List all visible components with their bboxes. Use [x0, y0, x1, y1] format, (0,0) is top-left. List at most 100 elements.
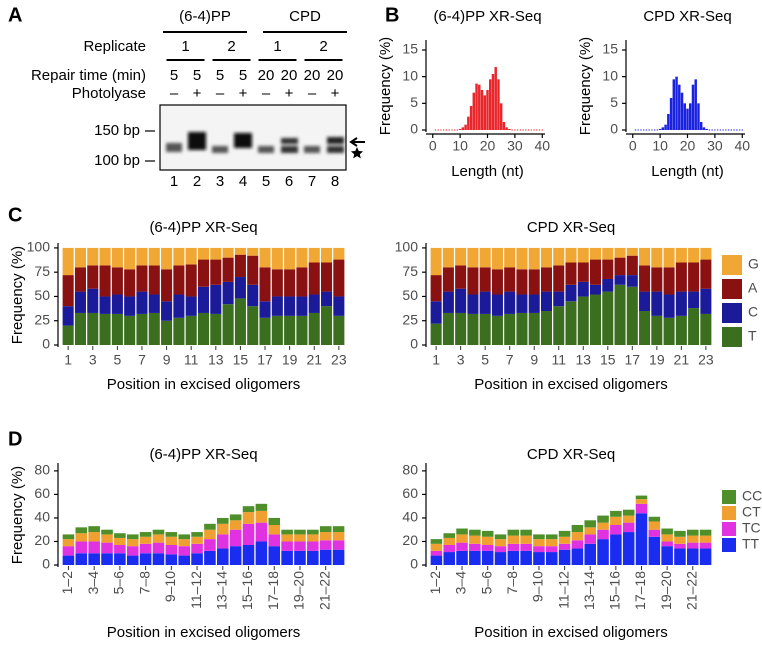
x-tick-label: 13–14: [581, 571, 597, 610]
x-tick-label: 1–2: [427, 571, 443, 595]
bar: [691, 84, 695, 130]
bar-segment: [234, 298, 246, 345]
bar-segment: [553, 247, 565, 266]
bar-segment: [99, 313, 111, 345]
bar-segment: [319, 549, 332, 565]
bar-segment: [197, 286, 210, 313]
x-tick-label: 11: [551, 352, 566, 368]
bar-segment: [699, 542, 712, 549]
bar-segment: [675, 247, 687, 263]
bar-segment: [114, 537, 126, 545]
bar-segment: [136, 247, 148, 266]
bar-segment: [191, 532, 203, 537]
x-axis-title: Position in excised oligomers: [107, 624, 300, 641]
bar: [483, 95, 486, 130]
y-tick-label: 5: [410, 94, 418, 110]
bar-segment: [469, 529, 481, 536]
bar-segment: [111, 294, 123, 314]
x-axis-title: Position in excised oligomers: [107, 376, 300, 393]
x-tick-label: 5: [481, 352, 489, 368]
bar-segment: [307, 534, 319, 542]
bar-segment: [284, 296, 296, 316]
bar-segment: [62, 534, 75, 540]
bar-segment: [688, 308, 700, 345]
y-tick-label: 20: [34, 532, 50, 548]
bar-segment: [217, 534, 229, 549]
bar-segment: [99, 296, 111, 314]
x-tick-label: 17: [625, 352, 641, 368]
replicate: 2: [227, 38, 235, 55]
bar-segment: [675, 262, 687, 292]
bar-segment: [565, 262, 577, 285]
chart-title: (6-4)PP XR-Seq: [433, 8, 541, 25]
bar-segment: [191, 543, 203, 554]
bar-segment: [479, 267, 491, 292]
bar-segment: [99, 265, 111, 297]
bar-segment: [321, 306, 333, 345]
x-tick-label: 7–8: [136, 571, 152, 595]
bar-segment: [430, 550, 443, 556]
bar-segment: [178, 539, 190, 547]
bar: [489, 79, 492, 130]
bar-segment: [204, 523, 216, 530]
bar-segment: [597, 539, 609, 565]
bar-segment: [126, 546, 139, 556]
y-tick-label: 25: [34, 311, 50, 327]
bar-segment: [533, 534, 545, 540]
bar-segment: [648, 529, 661, 537]
bar-segment: [651, 291, 663, 316]
bar-segment: [271, 315, 283, 345]
photolyase: –: [170, 85, 179, 102]
bar-segment: [152, 553, 165, 565]
bar: [686, 108, 689, 130]
bar-segment: [571, 532, 584, 541]
bar-segment: [479, 313, 491, 345]
repair-time: 20: [281, 67, 298, 84]
bar-segment: [173, 294, 185, 318]
x-tick-label: 5–6: [478, 571, 494, 595]
bar-segment: [648, 536, 661, 565]
bar-segment: [204, 550, 216, 565]
bar-segment: [455, 312, 467, 345]
bar-segment: [234, 247, 246, 255]
bar-segment: [516, 312, 528, 345]
bar-segment: [217, 548, 229, 565]
y-axis-title: Frequency (%): [577, 37, 594, 135]
photolyase: +: [193, 85, 202, 102]
y-tick-label: 25: [402, 311, 418, 327]
bar-segment: [87, 247, 99, 266]
replicate: 1: [273, 38, 281, 55]
bar-segment: [281, 529, 293, 535]
lane-number: 7: [308, 173, 316, 190]
bar-segment: [577, 262, 589, 282]
bar-segment: [455, 265, 467, 289]
bar-segment: [114, 553, 126, 565]
bar: [475, 83, 478, 130]
lane-number: 8: [331, 173, 339, 190]
bar-segment: [443, 552, 455, 565]
bar-segment: [602, 259, 614, 279]
y-tick-label: 0: [410, 121, 418, 137]
bar-segment: [481, 550, 494, 565]
x-tick-label: 17–18: [265, 571, 281, 610]
bar-segment: [540, 247, 552, 268]
y-tick-label: 0: [410, 556, 418, 572]
photolyase: +: [239, 85, 248, 102]
y-tick-label: 75: [34, 263, 50, 279]
x-tick-label: 9: [163, 352, 171, 368]
bar-segment: [88, 553, 100, 565]
legend-label: A: [748, 280, 758, 296]
x-tick-label: 7: [138, 352, 146, 368]
panel-label: D: [8, 428, 22, 450]
bar-segment: [533, 552, 545, 565]
x-tick-label: 23: [331, 352, 347, 368]
legend-label: CT: [742, 504, 761, 520]
bar: [497, 79, 500, 130]
bar-segment: [597, 515, 609, 523]
bar-segment: [622, 515, 635, 523]
bar-segment: [136, 313, 148, 345]
x-axis-title: Position in excised oligomers: [474, 376, 667, 393]
bar-segment: [165, 545, 178, 555]
bar-segment: [255, 541, 268, 565]
bar-segment: [161, 269, 173, 302]
